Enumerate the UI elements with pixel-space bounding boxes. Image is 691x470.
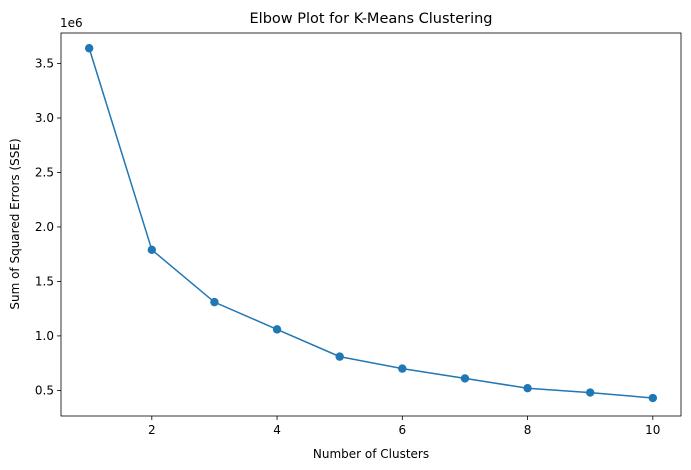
data-point (335, 352, 344, 361)
x-tick-label: 2 (148, 423, 156, 437)
x-axis-label: Number of Clusters (313, 447, 429, 461)
x-tick-label: 4 (273, 423, 281, 437)
data-point (147, 245, 157, 255)
y-offset-label: 1e6 (60, 16, 83, 30)
x-tick-label: 6 (398, 423, 406, 437)
y-axis-ticks: 0.5 1.0 1.5 2.0 2.5 3.0 3.5 (35, 57, 61, 397)
x-tick-label: 10 (645, 423, 660, 437)
data-point (648, 393, 658, 403)
plot-frame (60, 32, 682, 417)
y-tick-label: 1.0 (35, 329, 54, 343)
data-point (398, 364, 407, 373)
y-tick-label: 2.5 (35, 165, 54, 179)
data-point (210, 297, 219, 307)
data-point (84, 44, 94, 53)
y-tick-label: 0.5 (35, 383, 54, 397)
y-tick-label: 1.5 (35, 274, 54, 288)
series-group (84, 44, 658, 403)
data-point (585, 388, 595, 397)
x-axis-ticks: 2 4 6 8 10 (148, 416, 660, 437)
chart-title: Elbow Plot for K-Means Clustering (250, 11, 493, 27)
y-tick-label: 3.0 (35, 111, 54, 125)
y-tick-label: 2.0 (35, 220, 54, 234)
plot-area (61, 33, 681, 416)
y-axis-label: Sum of Squared Errors (SSE) (8, 138, 22, 309)
data-point (523, 384, 532, 393)
data-point (460, 374, 470, 383)
data-point (272, 325, 282, 334)
x-tick-label: 8 (524, 423, 532, 437)
y-tick-label: 3.5 (35, 57, 54, 71)
series-line (88, 48, 653, 399)
